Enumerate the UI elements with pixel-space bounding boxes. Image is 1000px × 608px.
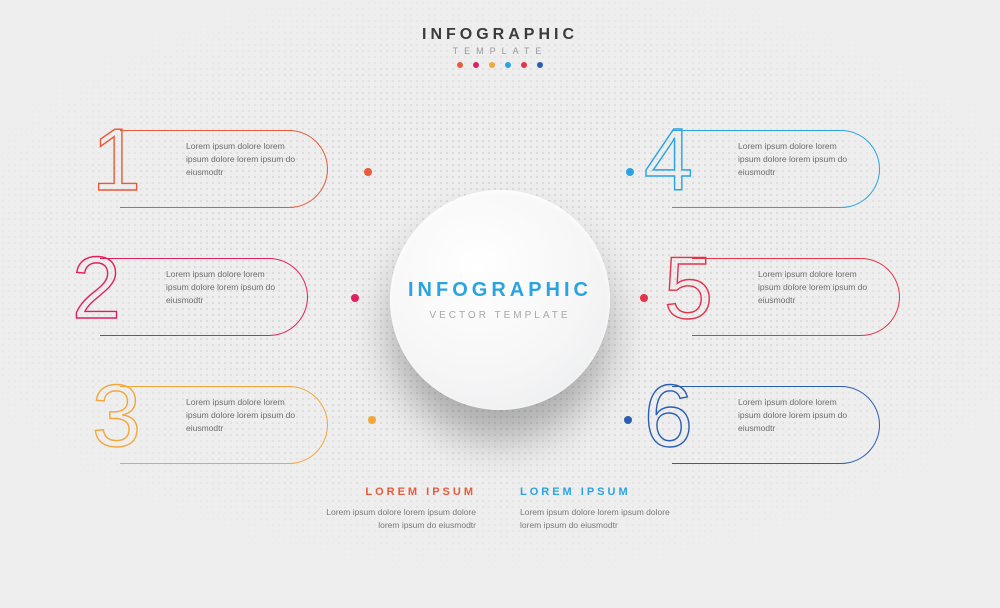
header-title: INFOGRAPHIC bbox=[0, 26, 1000, 44]
caption-body: Lorem ipsum dolore lorem ipsum dolore lo… bbox=[520, 506, 690, 532]
infographic-item-1: 1Lorem ipsum dolore lorem ipsum dolore l… bbox=[120, 130, 328, 208]
item-number: 1 bbox=[92, 116, 137, 204]
item-text: Lorem ipsum dolore lorem ipsum dolore lo… bbox=[166, 268, 286, 308]
item-text: Lorem ipsum dolore lorem ipsum dolore lo… bbox=[186, 396, 306, 436]
infographic-canvas: INFOGRAPHIC TEMPLATE INFOGRAPHIC VECTOR … bbox=[0, 0, 1000, 608]
connector-dot bbox=[640, 294, 648, 302]
header-dot bbox=[473, 62, 479, 68]
header: INFOGRAPHIC TEMPLATE bbox=[0, 26, 1000, 68]
item-text: Lorem ipsum dolore lorem ipsum dolore lo… bbox=[738, 396, 858, 436]
header-dot bbox=[457, 62, 463, 68]
infographic-item-3: 3Lorem ipsum dolore lorem ipsum dolore l… bbox=[120, 386, 328, 464]
caption-title: LOREM IPSUM bbox=[306, 486, 476, 498]
center-title: INFOGRAPHIC bbox=[408, 279, 592, 302]
header-dot bbox=[505, 62, 511, 68]
infographic-item-5: 5Lorem ipsum dolore lorem ipsum dolore l… bbox=[692, 258, 900, 336]
connector-dot bbox=[364, 168, 372, 176]
connector-dot bbox=[624, 416, 632, 424]
item-number: 3 bbox=[92, 372, 137, 460]
infographic-item-6: 6Lorem ipsum dolore lorem ipsum dolore l… bbox=[672, 386, 880, 464]
header-subtitle: TEMPLATE bbox=[0, 46, 1000, 56]
caption-block: LOREM IPSUM Lorem ipsum dolore lorem ipsu… bbox=[306, 486, 476, 532]
center-circle: INFOGRAPHIC VECTOR TEMPLATE bbox=[390, 190, 610, 410]
item-text: Lorem ipsum dolore lorem ipsum dolore lo… bbox=[738, 140, 858, 180]
connector-dot bbox=[351, 294, 359, 302]
item-number: 4 bbox=[644, 116, 689, 204]
item-number: 2 bbox=[72, 244, 117, 332]
header-dot bbox=[521, 62, 527, 68]
caption-body: Lorem ipsum dolore lorem ipsum dolore lo… bbox=[306, 506, 476, 532]
infographic-item-2: 2Lorem ipsum dolore lorem ipsum dolore l… bbox=[100, 258, 308, 336]
center-subtitle: VECTOR TEMPLATE bbox=[429, 310, 570, 321]
item-number: 6 bbox=[644, 372, 689, 460]
header-dot bbox=[537, 62, 543, 68]
caption-title: LOREM IPSUM bbox=[520, 486, 690, 498]
item-text: Lorem ipsum dolore lorem ipsum dolore lo… bbox=[758, 268, 878, 308]
infographic-item-4: 4Lorem ipsum dolore lorem ipsum dolore l… bbox=[672, 130, 880, 208]
header-dots bbox=[0, 62, 1000, 68]
item-number: 5 bbox=[664, 244, 709, 332]
item-text: Lorem ipsum dolore lorem ipsum dolore lo… bbox=[186, 140, 306, 180]
connector-dot bbox=[368, 416, 376, 424]
caption-block: LOREM IPSUM Lorem ipsum dolore lorem ipsu… bbox=[520, 486, 690, 532]
connector-dot bbox=[626, 168, 634, 176]
header-dot bbox=[489, 62, 495, 68]
